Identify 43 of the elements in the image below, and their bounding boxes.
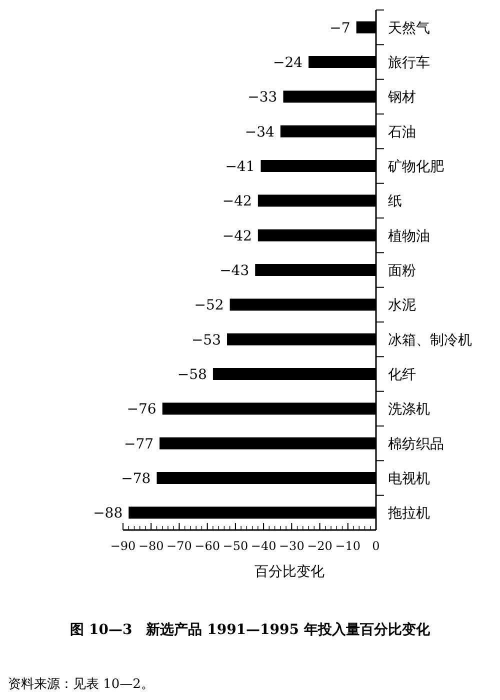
- data-label: −34: [244, 124, 275, 140]
- y-tick-label: 植物油: [388, 228, 430, 244]
- data-label: −53: [191, 332, 222, 348]
- y-tick-label: 旅行车: [388, 55, 430, 71]
- x-tick-label: −20: [307, 539, 332, 553]
- y-tick-label: 冰箱、制冷机: [388, 332, 472, 348]
- x-tick-label: −90: [110, 539, 136, 553]
- y-tick-label: 纸: [388, 194, 402, 210]
- text: 资料来源：见表 10—2。: [8, 677, 154, 692]
- x-tick-label: −70: [166, 539, 192, 553]
- x-tick-label: −60: [194, 539, 220, 553]
- x-tick-label: −40: [250, 539, 276, 553]
- data-label: −77: [124, 436, 154, 452]
- y-tick-label: 水泥: [388, 298, 416, 314]
- y-tick-label: 天然气: [388, 20, 430, 36]
- data-label: −52: [194, 298, 224, 314]
- y-tick-label: 电视机: [388, 471, 430, 487]
- y-tick-label: 面粉: [388, 263, 416, 279]
- y-tick-label: 洗涤机: [388, 402, 430, 418]
- y-tick-label: 钢材: [387, 90, 416, 106]
- y-tick-label: 拖拉机: [387, 506, 430, 522]
- data-label: −42: [222, 194, 252, 210]
- data-label: −7: [330, 20, 350, 36]
- data-label: −42: [222, 228, 252, 244]
- x-tick-label: −10: [335, 539, 361, 553]
- data-label: −78: [121, 471, 151, 487]
- x-tick-label: −50: [222, 539, 248, 553]
- y-tick-label: 石油: [388, 124, 416, 140]
- x-tick-label: −30: [279, 539, 304, 553]
- y-tick-label: 矿物化肥: [387, 159, 444, 175]
- x-tick-label: −80: [138, 539, 164, 553]
- data-label: −43: [220, 263, 250, 279]
- data-label: −24: [272, 55, 303, 71]
- y-tick-label: 棉纺织品: [388, 436, 444, 452]
- text: 图 10—3 新选产品 1991—1995 年投入量百分比变化: [70, 621, 431, 638]
- data-label: −41: [225, 159, 255, 175]
- data-label: −58: [177, 367, 207, 383]
- x-tick-label: 0: [372, 539, 380, 553]
- data-label: −88: [93, 506, 123, 522]
- data-label: −33: [248, 90, 278, 106]
- data-label: −76: [126, 402, 156, 418]
- x-axis-title: 百分比变化: [254, 564, 324, 580]
- y-tick-label: 化纤: [388, 367, 416, 383]
